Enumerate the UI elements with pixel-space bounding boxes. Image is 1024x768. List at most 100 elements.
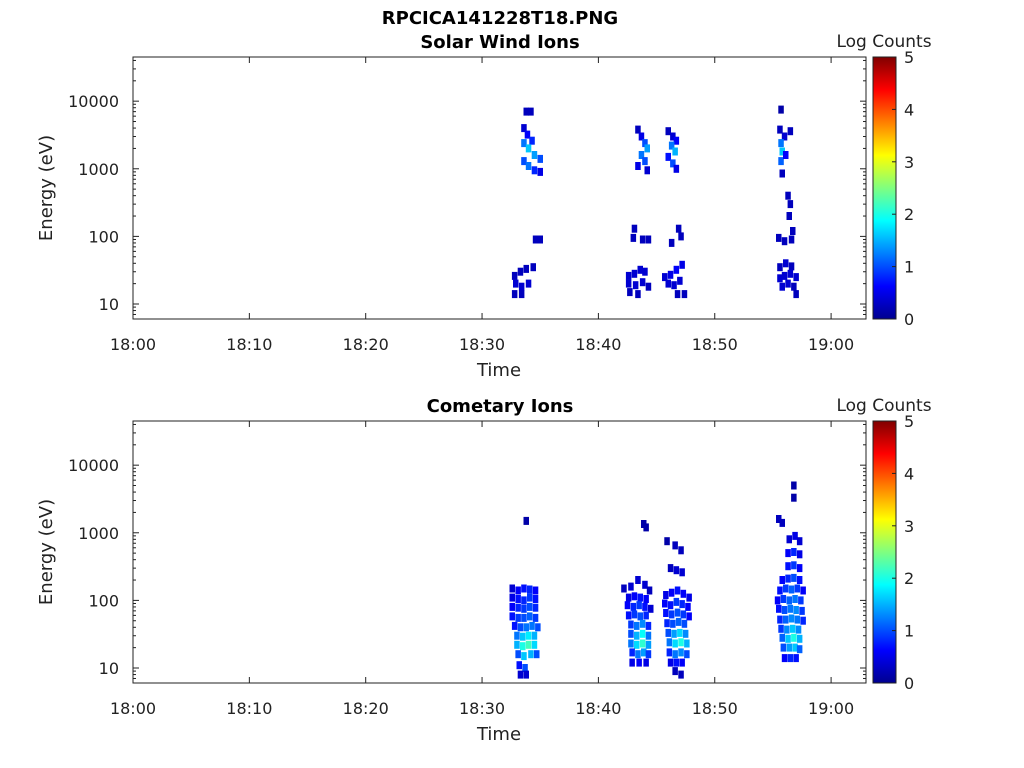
- solar-wind-heatmap-cell: [521, 124, 527, 133]
- solar-wind-heatmap-cell: [777, 274, 783, 283]
- solar-wind-heatmap-cell: [639, 235, 646, 244]
- solar-wind-heatmap-cell: [677, 276, 683, 285]
- cometary-heatmap-cell: [523, 670, 529, 679]
- cometary-heatmap-cell: [531, 640, 538, 649]
- cometary-heatmap-cell: [677, 628, 683, 637]
- cometary-heatmap-cell: [527, 602, 533, 611]
- solar-wind-heatmap-cell: [778, 157, 784, 166]
- cometary-heatmap-cell: [523, 516, 529, 525]
- cometary-heatmap-cell: [634, 640, 640, 649]
- cometary-heatmap-cell: [666, 638, 673, 647]
- solar-wind-x-ticks: 18:00 18:10 18:20 18:30 18:40 18:50 19:00: [110, 57, 854, 354]
- cometary-heatmap-cell: [777, 615, 783, 624]
- cometary-heatmap-cell: [625, 593, 632, 602]
- cometary-heatmap-cell: [684, 639, 690, 648]
- solar-wind-heatmap-cell: [642, 157, 648, 166]
- cometary-heatmap-cell: [643, 595, 649, 603]
- cometary-heatmap-cell: [672, 650, 678, 659]
- solar-wind-heatmap-cell: [783, 151, 789, 159]
- solar-wind-plot-frame: [132, 56, 867, 320]
- cometary-colorbar-tick-label: 5: [904, 412, 914, 431]
- cometary-heatmap-cell: [785, 634, 791, 643]
- cometary-heatmap-cell: [521, 652, 527, 661]
- solar-wind-heatmap-cell: [625, 271, 632, 280]
- solar-wind-heatmap-cell: [532, 235, 539, 244]
- solar-wind-heatmap-cell: [511, 290, 518, 299]
- solar-wind-heatmap-cell: [637, 265, 643, 274]
- cometary-heatmap-cell: [794, 584, 801, 593]
- solar-wind-heatmap-cell: [523, 107, 529, 116]
- cometary-heatmap-cell: [672, 667, 678, 676]
- solar-wind-heatmap-cell: [525, 144, 532, 153]
- solar-wind-heatmap-cell: [644, 144, 650, 153]
- cometary-heatmap-cell: [783, 584, 789, 593]
- cometary-heatmap-cell: [636, 601, 642, 610]
- cometary-colorbar-ticks: 0 1 2 3 4 5: [892, 412, 914, 693]
- solar-wind-heatmap-cell: [531, 166, 538, 175]
- solar-wind-heatmap-cell: [670, 159, 676, 168]
- solar-wind-heatmap-cell: [635, 290, 641, 299]
- cometary-heatmap-cell: [781, 606, 788, 614]
- cometary-heatmap-cell: [796, 634, 803, 643]
- solar-wind-x-tick-label: 18:20: [343, 335, 389, 354]
- cometary-heatmap-cell: [648, 604, 654, 613]
- cometary-heatmap-cell: [673, 566, 680, 575]
- cometary-heatmap-cell: [534, 650, 540, 659]
- cometary-x-tick-label: 18:20: [343, 699, 389, 718]
- cometary-y-tick-label: 10000: [68, 456, 119, 475]
- cometary-heatmap-cell: [678, 648, 684, 657]
- solar-wind-colorbar-ticks: 0 1 2 3 4 5: [892, 48, 914, 329]
- solar-wind-heatmap-cell: [785, 191, 791, 200]
- solar-wind-x-tick-label: 18:10: [226, 335, 272, 354]
- cometary-heatmap-cell: [635, 576, 641, 584]
- solar-wind-heatmap-cell: [787, 127, 794, 136]
- cometary-heatmap-cell: [786, 596, 792, 605]
- cometary-heatmap-cell: [792, 531, 798, 540]
- solar-wind-heatmap-cell: [537, 154, 543, 163]
- solar-wind-heatmap-cell: [793, 273, 799, 282]
- solar-wind-heatmap-cell: [511, 271, 518, 280]
- cometary-heatmap-cell: [509, 602, 515, 611]
- cometary-colorbar-tick-label: 0: [904, 674, 914, 693]
- cometary-colorbar-tick-label: 4: [904, 464, 914, 483]
- cometary-heatmap-cell: [791, 481, 797, 490]
- solar-wind-heatmap-cell: [528, 107, 534, 116]
- cometary-y-tick-label: 1000: [78, 524, 119, 543]
- cometary-heatmap-cell: [663, 609, 669, 617]
- cometary-heatmap-cell: [673, 658, 680, 667]
- solar-wind-y-tick-label: 10: [99, 295, 119, 314]
- solar-wind-heatmap-cell: [779, 169, 785, 178]
- cometary-heatmap-cell: [786, 643, 792, 652]
- solar-wind-heatmap-cell: [779, 282, 785, 291]
- solar-wind-heatmap-cell: [779, 147, 785, 156]
- cometary-heatmap-cell: [783, 615, 789, 624]
- cometary-heatmap-cell: [629, 658, 635, 667]
- cometary-heatmap-cell: [796, 564, 803, 573]
- cometary-heatmap-cell: [796, 550, 803, 559]
- solar-wind-x-tick-label: 18:00: [110, 335, 156, 354]
- cometary-heatmap-cell: [678, 546, 684, 555]
- cometary-x-tick-label: 18:10: [226, 699, 272, 718]
- solar-wind-heatmap-cell: [638, 151, 645, 159]
- cometary-heatmap-cell: [628, 639, 634, 648]
- cometary-x-tick-label: 18:50: [692, 699, 738, 718]
- cometary-heatmap-cell: [639, 619, 646, 628]
- cometary-heatmap-cell: [678, 638, 684, 647]
- cometary-heatmap-cell: [516, 661, 522, 670]
- cometary-heatmap-cell: [631, 592, 638, 601]
- solar-wind-heatmap-cell: [783, 259, 789, 268]
- solar-wind-heatmap-cell: [778, 139, 784, 148]
- solar-wind-heatmap-cell: [776, 233, 782, 242]
- cometary-heatmap-cell: [785, 574, 791, 583]
- cometary-heatmap-cell: [673, 597, 680, 606]
- cometary-heatmap-cell: [646, 586, 653, 595]
- cometary-heatmap-cell: [645, 650, 652, 659]
- solar-wind-heatmap-cell: [513, 279, 519, 288]
- solar-wind-heatmap-cell: [529, 136, 535, 145]
- cometary-heatmap-cell: [800, 616, 806, 625]
- cometary-heatmap-cell: [786, 535, 792, 544]
- cometary-heatmap-cell: [645, 640, 652, 649]
- cometary-heatmap-cell: [628, 629, 634, 638]
